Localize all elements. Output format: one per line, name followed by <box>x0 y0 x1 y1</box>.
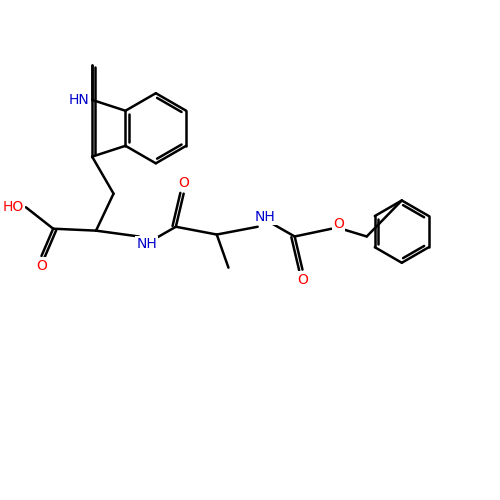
Text: NH: NH <box>136 238 157 252</box>
Text: HO: HO <box>2 200 24 214</box>
Text: O: O <box>297 272 308 286</box>
Text: O: O <box>333 217 344 231</box>
Text: HN: HN <box>68 93 89 107</box>
Text: O: O <box>178 176 189 190</box>
Text: NH: NH <box>255 210 276 224</box>
Text: O: O <box>36 259 47 273</box>
